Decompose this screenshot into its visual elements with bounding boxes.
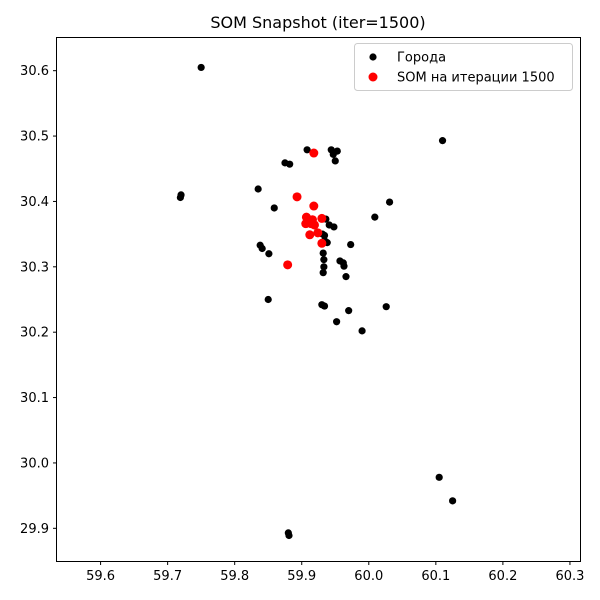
x-tick-label: 60.3 [555, 569, 584, 584]
city-point [320, 256, 328, 264]
city-point [286, 160, 294, 168]
som-point [309, 220, 319, 230]
city-point [340, 262, 348, 270]
city-point [254, 185, 262, 193]
x-axis: 59.6 59.7 59.8 59.9 60.0 60.1 60.2 60.3 [86, 561, 584, 584]
x-tick-label: 59.6 [86, 569, 115, 584]
y-tick-label: 30.0 [20, 456, 49, 471]
som-point [309, 201, 319, 211]
x-tick-label: 60.2 [488, 569, 517, 584]
som-point [313, 228, 323, 238]
city-point [371, 213, 379, 221]
city-point [385, 198, 394, 206]
som-point [317, 213, 327, 223]
som-point [283, 260, 293, 270]
city-point [285, 531, 293, 540]
som-point [292, 192, 302, 202]
y-tick-label: 29.9 [20, 522, 49, 537]
city-point [264, 295, 272, 304]
legend-box [354, 43, 573, 91]
y-tick-label: 30.6 [20, 64, 49, 79]
x-tick-label: 59.8 [220, 569, 249, 584]
city-point [320, 231, 329, 240]
plot-points [176, 63, 457, 540]
city-point [382, 303, 390, 311]
city-point [176, 193, 184, 202]
legend: Города SOM на итерации 1500 [354, 43, 573, 91]
legend-label-som: SOM на итерации 1500 [397, 71, 555, 86]
x-tick-label: 60.1 [421, 569, 450, 584]
city-point [449, 497, 457, 505]
som-point [309, 148, 319, 158]
city-point [333, 147, 341, 155]
y-tick-label: 30.5 [20, 130, 49, 145]
city-point [197, 63, 205, 72]
city-point [333, 318, 341, 326]
legend-marker-som [368, 72, 378, 82]
city-point [345, 307, 353, 315]
city-point [331, 157, 339, 165]
y-tick-label: 30.4 [20, 195, 49, 210]
city-point [303, 146, 311, 154]
city-point [319, 249, 327, 257]
city-point [258, 244, 266, 253]
y-tick-label: 30.3 [20, 260, 49, 275]
x-tick-label: 60.0 [354, 569, 383, 584]
city-point [330, 223, 338, 231]
city-point [435, 473, 443, 481]
legend-marker-cities [369, 53, 377, 61]
city-point [358, 327, 366, 335]
city-point [320, 263, 328, 271]
city-point [265, 250, 273, 258]
city-point [342, 273, 350, 281]
y-axis: 29.9 30.0 30.1 30.2 30.3 30.4 30.5 30.6 [20, 64, 57, 537]
chart-title: SOM Snapshot (iter=1500) [210, 13, 425, 32]
y-tick-label: 30.1 [20, 391, 49, 406]
som-point [317, 238, 327, 248]
legend-label-cities: Города [397, 51, 446, 66]
city-point [270, 204, 278, 212]
city-point [347, 240, 355, 249]
city-point [320, 302, 329, 310]
som-point [305, 230, 315, 240]
city-point [438, 137, 447, 145]
y-tick-label: 30.2 [20, 326, 49, 341]
x-tick-label: 59.9 [287, 569, 316, 584]
plot-frame [56, 37, 581, 562]
x-tick-label: 59.7 [153, 569, 182, 584]
city-point [319, 269, 327, 277]
